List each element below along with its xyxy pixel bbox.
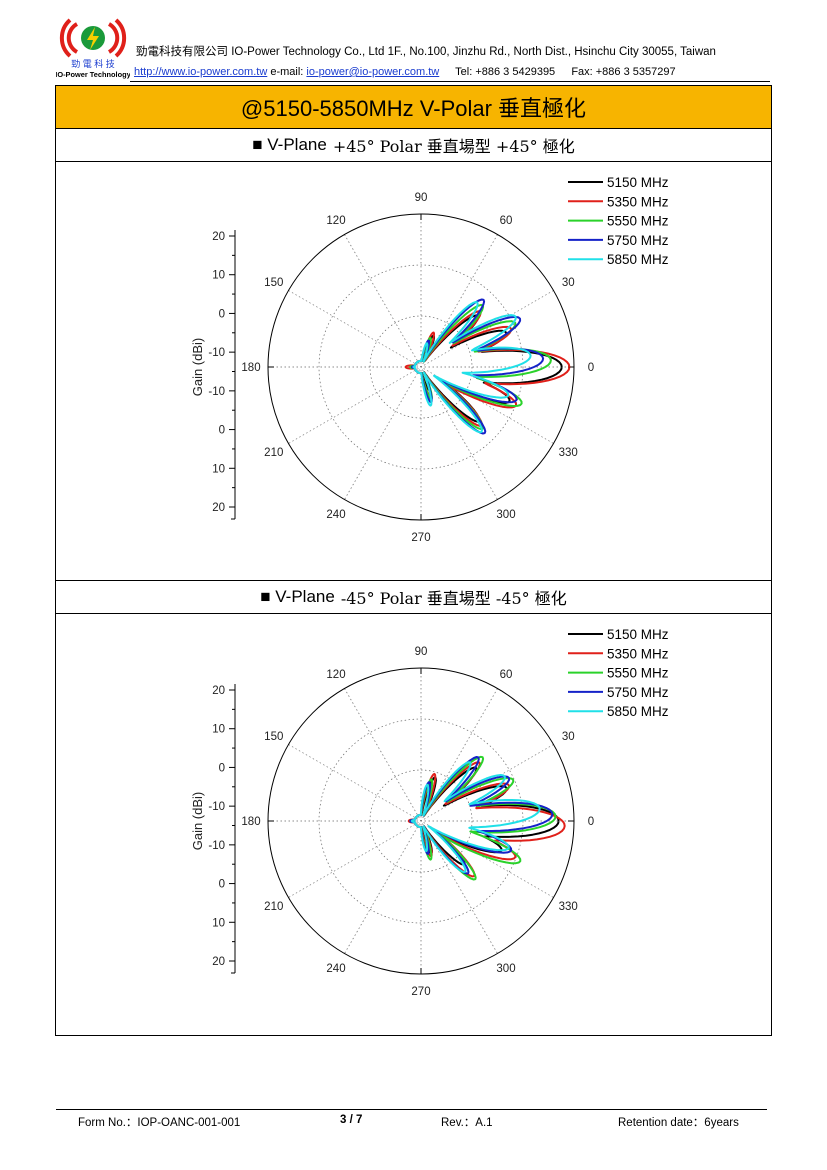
angle-label: 270 — [411, 986, 430, 998]
angle-label: 300 — [496, 963, 515, 975]
radial-tick-label: 0 — [219, 425, 225, 437]
angle-label: 180 — [241, 362, 260, 374]
angle-label: 240 — [326, 963, 345, 975]
logo-emblem-icon — [59, 18, 127, 58]
contact-line: http://www.io-power.com.tw e-mail: io-po… — [134, 66, 676, 78]
grid-circle — [318, 264, 524, 470]
radial-tick-label: 20 — [212, 231, 225, 243]
radial-tick-label: -10 — [208, 801, 225, 813]
section-marker: ■ — [252, 135, 263, 154]
radial-tick-label: 10 — [212, 724, 225, 736]
radial-tick-label: 0 — [219, 879, 225, 891]
page-header: 勁 電 科 技 IO-Power Technology 勁電科技有限公司 IO-… — [56, 14, 770, 82]
angle-label: 300 — [496, 509, 515, 521]
polar-chart-minus45: 0 30 60 90 120 150 180 210 240 270 300 330 20 10 0 -10 -… — [190, 627, 669, 998]
section-polar: +45° Polar 垂直場型 +45° 極化 — [332, 137, 575, 156]
legend-label: 5550 MHz — [607, 666, 669, 681]
radial-tick-label: -10 — [208, 840, 225, 852]
page-title: @5150-5850MHz V-Polar 垂直極化 — [56, 86, 771, 129]
angle-label: 120 — [326, 669, 345, 681]
angle-label: 150 — [264, 731, 283, 743]
logo-text-cn: 勁 電 科 技 — [71, 58, 115, 69]
section-header-minus45: ■ V-Plane -45° Polar 垂直場型 -45° 極化 — [56, 581, 771, 614]
angle-label: 60 — [500, 215, 513, 227]
chart-legend: 5150 MHz 5350 MHz 5550 MHz 5750 MHz 5850 MHz — [568, 175, 669, 267]
header-divider — [130, 81, 770, 82]
radial-tick-label: 0 — [219, 308, 225, 320]
radial-tick-label: 10 — [212, 917, 225, 929]
legend-label: 5750 MHz — [607, 685, 669, 700]
radial-tick-label: 20 — [212, 685, 225, 697]
page-number: 3 / 7 — [340, 1114, 363, 1126]
section-plane: V-Plane — [275, 587, 335, 606]
fax-text: Fax: +886 3 5357297 — [571, 66, 676, 78]
section-header-plus45: ■ V-Plane +45° Polar 垂直場型 +45° 極化 — [56, 129, 771, 162]
angle-label: 150 — [264, 277, 283, 289]
radial-tick-label: 10 — [212, 463, 225, 475]
legend-label: 5150 MHz — [607, 175, 669, 190]
angle-label: 90 — [415, 646, 428, 658]
angle-label: 240 — [326, 509, 345, 521]
retention-date: Retention date：6years — [618, 1117, 739, 1129]
y-axis-label: Gain (dBi) — [190, 792, 205, 851]
section-plane: V-Plane — [267, 135, 327, 154]
tel-text: Tel: +886 3 5429395 — [455, 66, 556, 78]
footer-divider — [56, 1109, 767, 1110]
angle-label: 270 — [411, 532, 430, 544]
radial-tick-label: 20 — [212, 956, 225, 968]
legend-label: 5750 MHz — [607, 233, 669, 248]
legend-label: 5150 MHz — [607, 627, 669, 642]
legend-label: 5850 MHz — [607, 704, 669, 719]
series-group — [404, 298, 571, 435]
section-divider — [56, 580, 771, 581]
email-label: e-mail: — [270, 66, 304, 78]
legend-label: 5550 MHz — [607, 214, 669, 229]
angle-label: 180 — [241, 816, 260, 828]
radial-tick-label: -10 — [208, 347, 225, 359]
angle-label: 210 — [264, 447, 283, 459]
angle-label: 30 — [562, 731, 575, 743]
radial-tick-label: 10 — [212, 270, 225, 282]
angle-label: 210 — [264, 901, 283, 913]
chart-legend: 5150 MHz 5350 MHz 5550 MHz 5750 MHz 5850 MHz — [568, 627, 669, 719]
revision: Rev.：A.1 — [441, 1117, 493, 1129]
angle-label: 60 — [500, 669, 513, 681]
grid-circle — [369, 315, 473, 419]
report-frame: @5150-5850MHz V-Polar 垂直極化 ■ V-Plane +45… — [55, 85, 772, 1036]
legend-label: 5350 MHz — [607, 646, 669, 661]
logo-text-en: IO-Power Technology — [56, 70, 130, 79]
website-link[interactable]: http://www.io-power.com.tw — [134, 66, 268, 78]
section-polar: -45° Polar 垂直場型 -45° 極化 — [340, 589, 567, 608]
radial-tick-label: 20 — [212, 502, 225, 514]
legend-label: 5350 MHz — [607, 194, 669, 209]
y-axis-label: Gain (dBi) — [190, 338, 205, 397]
series-group — [407, 755, 566, 881]
angle-label: 30 — [562, 277, 575, 289]
angle-label: 330 — [559, 447, 578, 459]
polar-grid — [268, 214, 574, 520]
angle-label: 0 — [588, 816, 594, 828]
radial-tick-label: -10 — [208, 386, 225, 398]
company-address: 勁電科技有限公司 IO-Power Technology Co., Ltd 1F… — [136, 46, 716, 58]
legend-label: 5850 MHz — [607, 252, 669, 267]
polar-chart-plus45: 0 30 60 90 120 150 180 210 240 270 300 330 20 10 0 -10 -… — [190, 175, 669, 544]
angle-label: 90 — [415, 192, 428, 204]
polar-grid — [268, 668, 574, 974]
form-number: Form No.：IOP-OANC-001-001 — [78, 1117, 241, 1129]
grid-circle — [369, 769, 473, 873]
grid-spoke — [288, 290, 554, 444]
email-link[interactable]: io-power@io-power.com.tw — [306, 66, 440, 78]
grid-spoke — [288, 744, 554, 898]
series-line — [410, 761, 541, 873]
angle-label: 120 — [326, 215, 345, 227]
radial-tick-label: 0 — [219, 762, 225, 774]
section-marker: ■ — [260, 587, 271, 606]
angle-label: 330 — [559, 901, 578, 913]
angle-label: 0 — [588, 362, 594, 374]
company-logo: 勁 電 科 技 IO-Power Technology — [56, 18, 130, 79]
series-line — [412, 301, 532, 434]
